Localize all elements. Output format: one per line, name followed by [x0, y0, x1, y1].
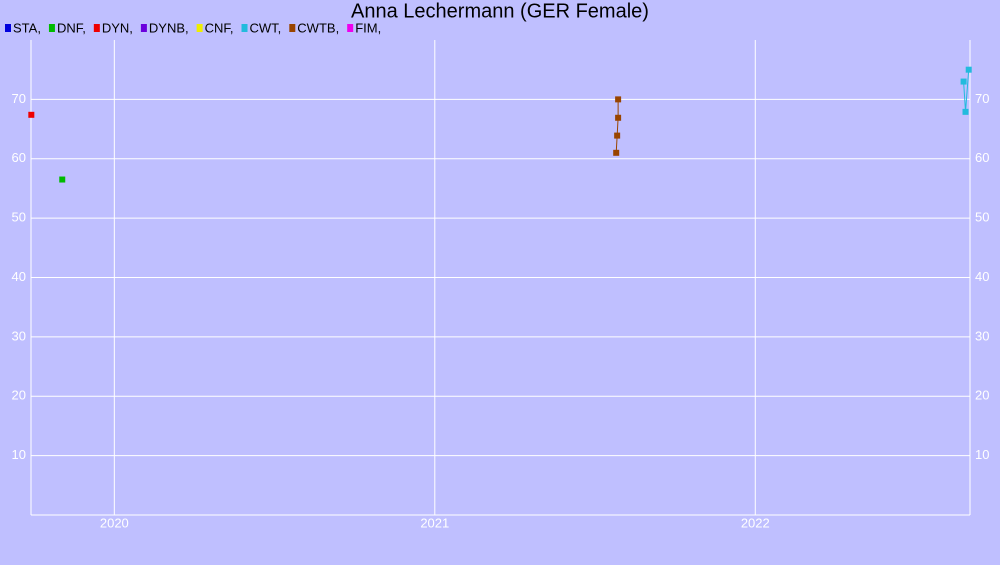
y-tick-label: 40 — [12, 269, 26, 284]
legend-swatch — [93, 24, 100, 32]
point — [615, 114, 622, 121]
legend-label: DNF, — [57, 20, 86, 35]
point — [960, 78, 967, 85]
legend-swatch — [241, 24, 248, 32]
legend-label: FIM, — [355, 20, 381, 35]
y2-tick-label: 70 — [975, 91, 989, 106]
legend-swatch — [48, 24, 55, 32]
y2-tick-label: 50 — [975, 210, 989, 225]
y2-tick-label: 60 — [975, 150, 989, 165]
legend-label: CNF, — [205, 20, 234, 35]
y2-tick-label: 20 — [975, 388, 989, 403]
point — [614, 132, 621, 139]
point — [615, 96, 622, 103]
legend-swatch — [289, 24, 296, 32]
y2-tick-label: 10 — [975, 447, 989, 462]
legend-swatch — [5, 24, 11, 32]
legend-swatch — [347, 24, 354, 32]
series-line — [615, 99, 619, 153]
point — [962, 108, 969, 115]
chart-title: Anna Lechermann (GER Female) — [351, 0, 649, 22]
y2-tick-label: 30 — [975, 328, 989, 343]
y-tick-label: 30 — [12, 328, 26, 343]
point — [59, 176, 66, 183]
legend-swatch — [140, 24, 147, 32]
y-tick-label: 20 — [12, 388, 26, 403]
point — [28, 111, 35, 118]
legend-label: DYNB, — [149, 20, 189, 35]
point — [613, 149, 620, 156]
x-tick-label: 2021 — [420, 515, 449, 530]
x-tick-label: 2022 — [741, 515, 770, 530]
x-tick-label: 2020 — [100, 515, 129, 530]
y-tick-label: 10 — [12, 447, 26, 462]
y-tick-label: 50 — [12, 210, 26, 225]
y2-tick-label: 40 — [975, 269, 989, 284]
legend-label: DYN, — [102, 20, 133, 35]
legend-label: STA, — [13, 20, 41, 35]
y-tick-label: 70 — [12, 91, 26, 106]
legend-label: CWT, — [250, 20, 282, 35]
point — [965, 66, 972, 73]
legend-label: CWTB, — [297, 20, 339, 35]
y-tick-label: 60 — [12, 150, 26, 165]
legend-swatch — [196, 24, 203, 32]
